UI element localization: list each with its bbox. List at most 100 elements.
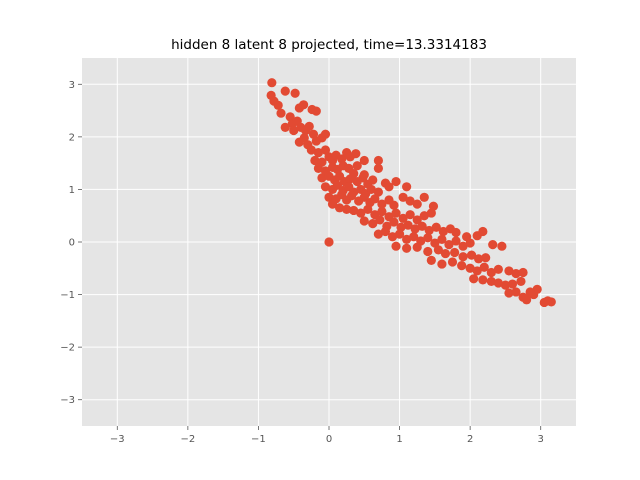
scatter-point: [462, 232, 472, 242]
scatter-point: [313, 148, 324, 158]
scatter-point: [457, 261, 467, 271]
scatter-point: [412, 215, 422, 225]
scatter-point: [426, 255, 436, 265]
scatter-point: [375, 215, 385, 225]
scatter-point: [511, 268, 521, 279]
scatter-point: [424, 225, 434, 236]
scatter-points: [266, 78, 556, 308]
scatter-point: [290, 88, 300, 98]
scatter-point: [363, 204, 373, 215]
scatter-point: [486, 276, 496, 287]
scatter-point: [373, 229, 383, 239]
scatter-point: [402, 234, 412, 244]
scatter-point: [351, 149, 361, 159]
scatter-point: [317, 173, 327, 183]
scatter-point: [486, 267, 496, 278]
scatter-point: [389, 217, 399, 227]
scatter-point: [447, 257, 458, 267]
scatter-point: [289, 125, 299, 136]
scatter-point: [267, 78, 277, 88]
scatter-point: [345, 174, 355, 184]
scatter-point: [507, 279, 518, 289]
scatter-point: [398, 192, 408, 202]
scatter-point: [320, 182, 331, 192]
scatter-point: [478, 226, 488, 237]
scatter-point: [280, 122, 290, 132]
scatter-point: [437, 234, 447, 244]
scatter-point: [469, 274, 479, 284]
scatter-point: [466, 250, 477, 260]
scatter-point: [431, 222, 441, 232]
scatter-point: [342, 204, 352, 215]
scatter-point: [346, 191, 357, 201]
scatter-point: [409, 232, 419, 242]
scatter-point: [518, 267, 528, 278]
scatter-point: [479, 262, 489, 272]
scatter-point: [324, 237, 334, 247]
scatter-point: [493, 264, 503, 274]
scatter-point: [478, 275, 488, 285]
scatter-point: [419, 192, 429, 202]
scatter-point: [546, 297, 556, 307]
scatter-point: [497, 241, 507, 251]
scatter-point: [525, 287, 535, 297]
scatter-point: [412, 199, 422, 209]
scatter-point: [359, 170, 369, 180]
scatter-point: [391, 208, 401, 218]
scatter-point: [428, 201, 439, 211]
scatter-point: [419, 211, 429, 221]
scatter-point: [280, 86, 290, 96]
scatter-point: [389, 200, 399, 210]
scatter-point: [398, 213, 408, 223]
scatter-point: [359, 216, 369, 226]
scatter-point: [451, 236, 461, 246]
scatter-point: [294, 137, 304, 147]
scatter-point: [304, 121, 314, 131]
scatter-point: [511, 287, 521, 297]
y-tick-label: −1: [60, 290, 75, 301]
scatter-point: [504, 266, 514, 276]
y-tick-label: 3: [69, 80, 75, 91]
scatter-point: [474, 254, 484, 264]
scatter-point: [423, 246, 433, 257]
scatter-point: [311, 106, 321, 116]
scatter-point: [438, 226, 448, 237]
scatter-point: [359, 155, 369, 166]
x-tick-label: 0: [326, 434, 332, 445]
scatter-point: [451, 227, 461, 238]
y-tick-label: 2: [69, 132, 75, 143]
scatter-point: [313, 163, 324, 173]
scatter-point: [377, 199, 387, 209]
scatter-point: [472, 266, 482, 276]
scatter-point: [405, 196, 415, 206]
x-tick-label: 1: [396, 434, 402, 445]
scatter-point: [405, 210, 415, 220]
scatter-point: [352, 161, 362, 171]
scatter-point: [522, 295, 532, 305]
scatter-point: [298, 100, 309, 110]
scatter-point: [380, 178, 391, 188]
scatter-point: [276, 108, 286, 118]
scatter-point: [320, 129, 331, 139]
scatter-point: [380, 226, 391, 237]
scatter-point: [444, 240, 454, 250]
scatter-point: [310, 155, 320, 166]
scatter-point: [373, 187, 383, 197]
y-tick-label: 0: [69, 238, 75, 249]
scatter-point: [410, 224, 420, 234]
scatter-point: [440, 248, 451, 259]
x-tick-label: −1: [251, 434, 266, 445]
scatter-point: [403, 220, 413, 230]
scatter-point: [402, 182, 412, 192]
scatter-point: [373, 163, 383, 173]
scatter-point: [373, 155, 383, 166]
scatter-point: [396, 222, 406, 232]
scatter-point: [391, 241, 401, 251]
chart-title: hidden 8 latent 8 projected, time=13.331…: [171, 37, 487, 53]
x-tick-label: 3: [538, 434, 544, 445]
scatter-point: [320, 145, 331, 155]
scatter-point: [324, 192, 334, 202]
scatter-point: [327, 199, 338, 209]
